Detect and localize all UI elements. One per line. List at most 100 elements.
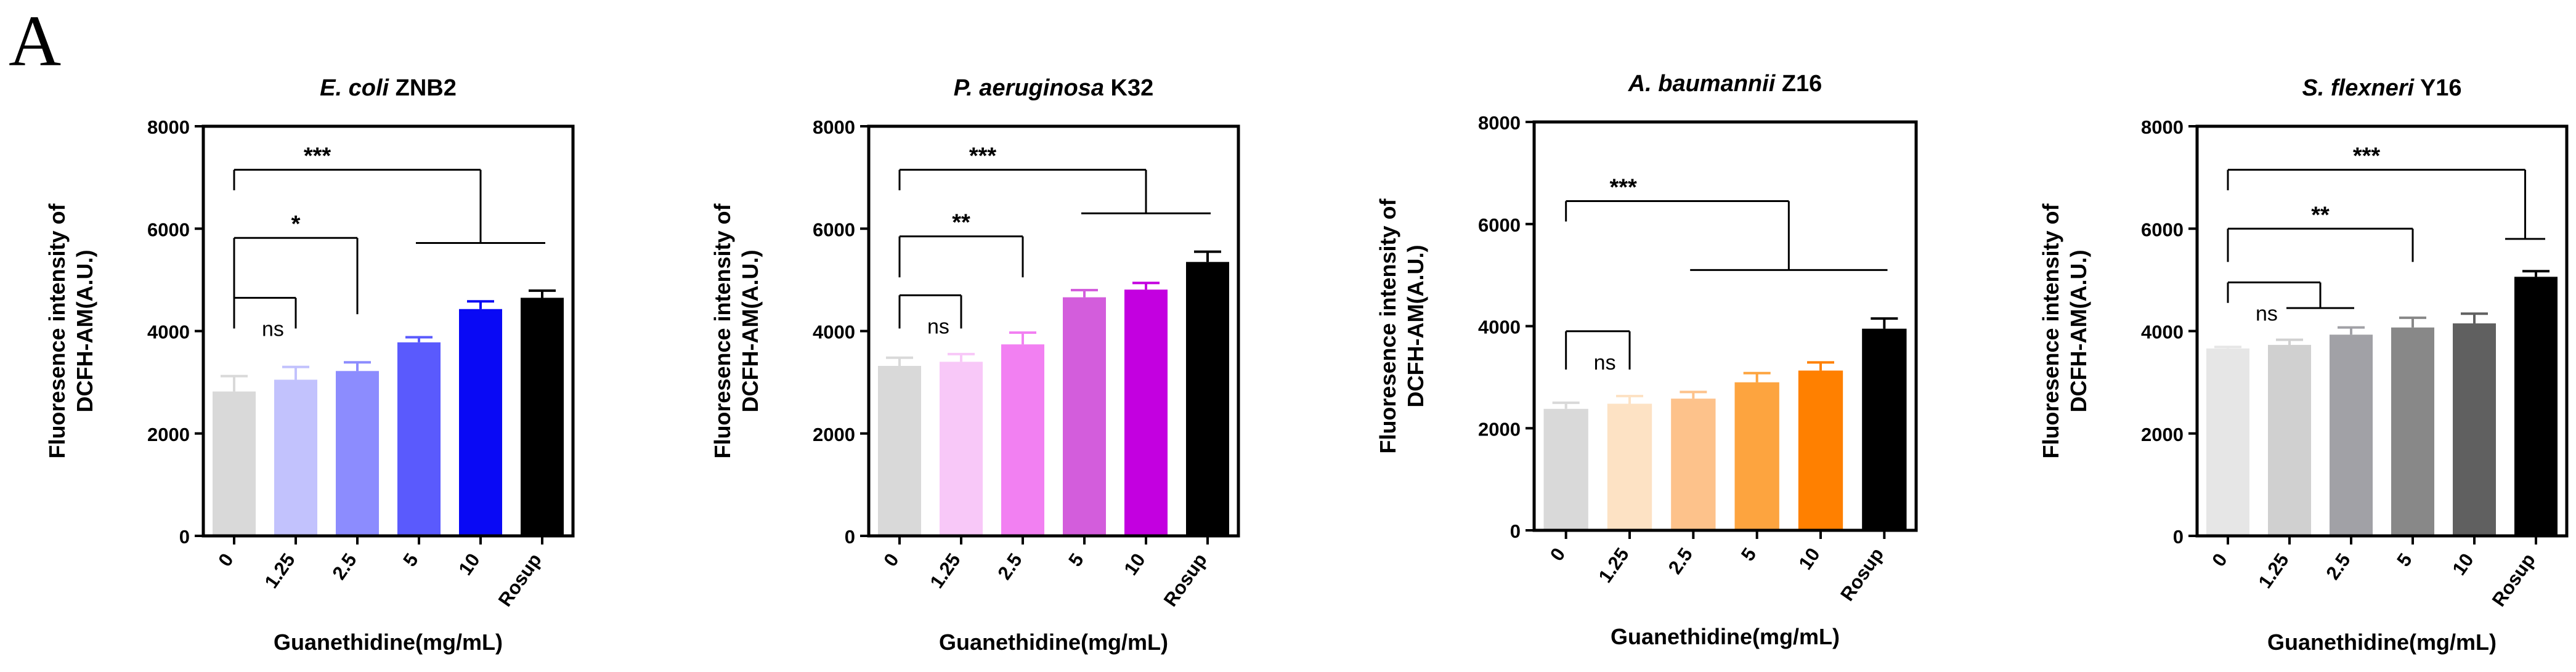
significance-label: * [291, 211, 301, 237]
bar [2206, 348, 2249, 536]
significance-label: ns [2256, 302, 2278, 326]
panel-label: A [9, 1, 62, 81]
bar [1063, 297, 1106, 536]
y-tick-label: 6000 [2141, 219, 2184, 240]
x-tick-label: 0 [2208, 549, 2232, 570]
x-tick-label: 2.5 [1664, 544, 1697, 578]
bar [336, 371, 379, 536]
plot-frame [2195, 124, 2569, 538]
bar [521, 298, 564, 536]
x-tick-label: 1.25 [2254, 549, 2293, 593]
x-tick-label: 2.5 [993, 549, 1026, 583]
bar [878, 366, 921, 536]
x-tick-label: 10 [454, 549, 484, 579]
y-tick-label: 2000 [1478, 418, 1521, 440]
x-tick-label: Rosup [494, 549, 546, 610]
significance-label: *** [304, 144, 331, 169]
chart-title-italic: P. aeruginosa [954, 75, 1104, 101]
chart-title-italic: S. flexneri [2302, 75, 2415, 101]
bar [940, 362, 983, 536]
bar [2330, 334, 2373, 536]
x-tick-label: 5 [1064, 549, 1088, 570]
y-tick-label: 0 [1510, 520, 1521, 542]
significance-bracket: *** [2227, 144, 2545, 240]
bar [397, 342, 441, 536]
y-tick-label: 2000 [2141, 424, 2184, 445]
significance-label: ns [1594, 351, 1616, 374]
y-tick-label: 6000 [813, 219, 855, 240]
significance-bracket: *** [898, 144, 1211, 214]
x-tick-label: 10 [2448, 549, 2477, 579]
bar [1543, 408, 1588, 530]
significance-label: ** [2311, 202, 2330, 228]
bar [274, 379, 317, 536]
x-axis-label: Guanethidine(mg/mL) [2267, 629, 2497, 655]
y-tick-label: 4000 [2141, 322, 2184, 343]
y-axis-label-line2: DCFH-AM(A.U.) [1403, 245, 1428, 408]
x-tick-label: 1.25 [1594, 544, 1633, 587]
chart-title-strain: Z16 [1775, 71, 1822, 97]
significance-bracket: ** [2227, 202, 2414, 262]
chart-title-italic: E. coli [320, 75, 389, 101]
y-axis-label-line1: Fluoresence intensity of [2038, 203, 2063, 458]
significance-label: ns [927, 315, 949, 338]
x-tick-label: 1.25 [925, 549, 964, 593]
x-axis-label: Guanethidine(mg/mL) [274, 629, 503, 655]
bar [2268, 344, 2311, 536]
x-axis-label: Guanethidine(mg/mL) [939, 629, 1168, 655]
significance-label: *** [2353, 144, 2381, 169]
y-tick-label: 0 [179, 526, 190, 548]
chart-title: A. baumannii Z16 [1628, 71, 1822, 97]
y-tick-label: 6000 [147, 219, 190, 240]
y-axis-label-line2: DCFH-AM(A.U.) [2066, 250, 2091, 413]
y-axis-label-line2: DCFH-AM(A.U.) [737, 250, 763, 413]
plot-frame [1532, 120, 1918, 532]
significance-bracket: ns [233, 296, 297, 341]
bar [459, 309, 502, 536]
chart-3: A. baumannii Z16 0 2000 4000 6000 8000 0 1.25 2.… [1375, 71, 1918, 649]
significance-bracket: *** [1565, 174, 1888, 271]
x-tick-label: 10 [1794, 544, 1824, 573]
significance-bracket: ns [1565, 330, 1631, 374]
x-axis-label: Guanethidine(mg/mL) [1611, 624, 1840, 649]
bar [213, 391, 256, 536]
chart-title: E. coli ZNB2 [320, 75, 457, 101]
x-tick-label: Rosup [1836, 544, 1888, 605]
significance-bracket: *** [233, 144, 545, 245]
plot-frame [867, 124, 1240, 538]
y-tick-label: 0 [845, 526, 855, 548]
x-tick-label: Rosup [1160, 549, 1211, 610]
y-axis-label-line1: Fluoresence intensity of [710, 203, 735, 458]
significance-label: ** [952, 210, 970, 236]
y-tick-label: 8000 [1478, 112, 1521, 134]
bar [2453, 323, 2496, 536]
x-tick-label: 5 [2392, 549, 2416, 570]
x-tick-label: 5 [399, 549, 423, 570]
bar [1734, 382, 1779, 530]
significance-bracket: ** [898, 210, 1024, 278]
chart-1: E. coli ZNB2 0 2000 4000 6000 8000 0 1.25 2.5 5 10… [44, 75, 575, 655]
significance-label: *** [1609, 174, 1637, 200]
y-tick-label: 6000 [1478, 214, 1521, 236]
y-tick-label: 4000 [1478, 317, 1521, 338]
x-tick-label: 0 [879, 549, 903, 570]
x-tick-label: 5 [1737, 544, 1761, 565]
significance-label: *** [969, 144, 997, 169]
x-tick-label: 0 [1546, 544, 1570, 565]
bar [1186, 262, 1229, 536]
y-axis-label-line1: Fluoresence intensity of [1375, 198, 1400, 453]
y-axis-label-line1: Fluoresence intensity of [44, 203, 70, 458]
chart-2: P. aeruginosa K32 0 2000 4000 6000 8000 0 1.25 2… [710, 75, 1240, 655]
y-tick-label: 8000 [813, 116, 855, 138]
x-tick-label: 0 [214, 549, 238, 570]
significance-bracket: ns [898, 294, 962, 338]
chart-title-strain: Y16 [2414, 75, 2461, 101]
x-tick-label: Rosup [2488, 549, 2540, 610]
y-tick-label: 4000 [813, 322, 855, 343]
bar [2514, 277, 2558, 536]
chart-title-italic: A. baumannii [1628, 71, 1776, 97]
y-tick-label: 0 [2173, 526, 2184, 548]
y-tick-label: 8000 [147, 116, 190, 138]
bar [1124, 289, 1168, 536]
